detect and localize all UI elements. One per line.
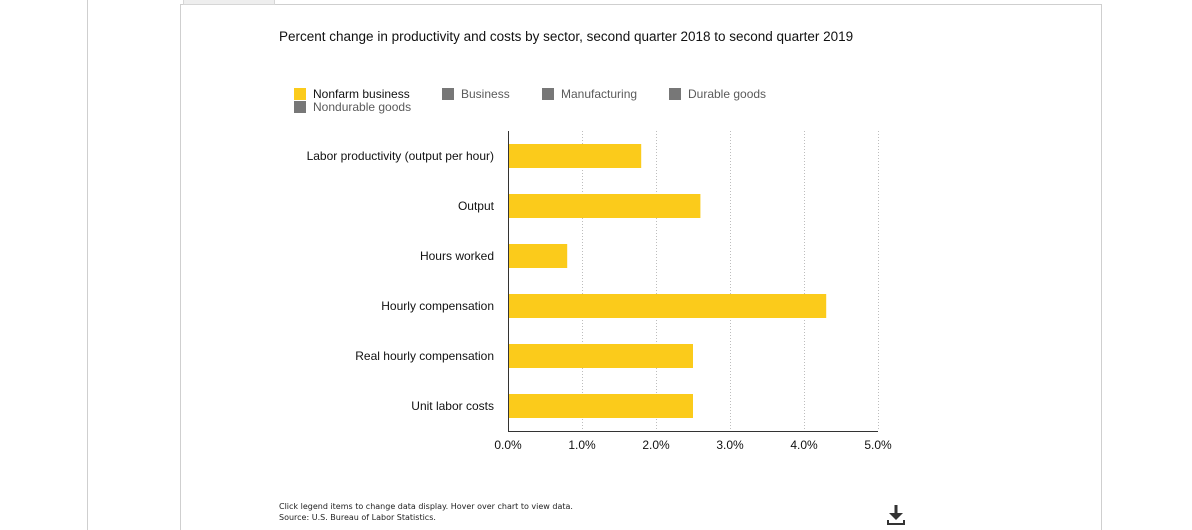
x-tick-label: 4.0% bbox=[790, 438, 818, 452]
x-tick-label: 2.0% bbox=[642, 438, 670, 452]
legend-swatch bbox=[294, 88, 306, 100]
bar[interactable] bbox=[508, 194, 701, 218]
legend-item-business[interactable]: Business bbox=[442, 88, 510, 101]
x-tick-label: 3.0% bbox=[716, 438, 744, 452]
legend-swatch bbox=[669, 88, 681, 100]
legend-label: Durable goods bbox=[688, 87, 767, 101]
legend-item-manufacturing[interactable]: Manufacturing bbox=[542, 88, 637, 101]
page-frame-left-border bbox=[87, 0, 88, 530]
x-tick-label: 5.0% bbox=[864, 438, 892, 452]
download-icon[interactable] bbox=[884, 503, 908, 527]
category-label: Labor productivity (output per hour) bbox=[307, 149, 494, 163]
bar[interactable] bbox=[508, 394, 693, 418]
x-tick-label: 1.0% bbox=[568, 438, 596, 452]
bar[interactable] bbox=[508, 294, 827, 318]
legend-label: Nonfarm business bbox=[313, 87, 410, 101]
legend-swatch bbox=[542, 88, 554, 100]
chart-footnote: Click legend items to change data displa… bbox=[279, 501, 573, 523]
footnote-instructions: Click legend items to change data displa… bbox=[279, 502, 573, 511]
legend-item-nondurable-goods[interactable]: Nondurable goods bbox=[294, 101, 411, 114]
chart-panel bbox=[180, 4, 1102, 530]
legend-swatch bbox=[294, 101, 306, 113]
chart-title: Percent change in productivity and costs… bbox=[279, 29, 854, 44]
bar[interactable] bbox=[508, 144, 642, 168]
legend-label: Manufacturing bbox=[561, 87, 638, 101]
bar[interactable] bbox=[508, 344, 693, 368]
x-tick-label: 0.0% bbox=[494, 438, 522, 452]
category-label: Unit labor costs bbox=[411, 399, 494, 413]
legend-swatch bbox=[442, 88, 454, 100]
legend-label: Business bbox=[461, 87, 510, 101]
tab-stub[interactable] bbox=[183, 0, 275, 5]
legend-item-durable-goods[interactable]: Durable goods bbox=[669, 88, 766, 101]
legend-item-nonfarm-business[interactable]: Nonfarm business bbox=[294, 88, 410, 101]
bar[interactable] bbox=[508, 244, 568, 268]
legend-label: Nondurable goods bbox=[313, 100, 412, 114]
category-label: Hours worked bbox=[420, 249, 494, 263]
category-label: Real hourly compensation bbox=[355, 349, 494, 363]
footnote-source: Source: U.S. Bureau of Labor Statistics. bbox=[279, 513, 436, 522]
category-label: Hourly compensation bbox=[381, 299, 494, 313]
category-label: Output bbox=[458, 199, 495, 213]
